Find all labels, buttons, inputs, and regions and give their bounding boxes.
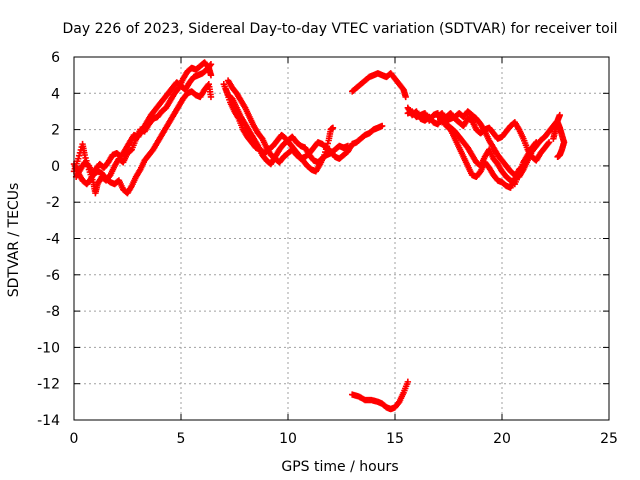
y-axis-label: SDTVAR / TECUs: [6, 183, 22, 298]
data-point: [207, 93, 215, 101]
data-point: [402, 93, 409, 101]
y-tick-label: 6: [51, 50, 60, 66]
data-point: [404, 378, 412, 386]
y-tick-label: 0: [51, 159, 60, 175]
data-point: [207, 61, 215, 68]
data-point: [344, 142, 352, 150]
plot-frame: [73, 56, 610, 421]
x-tick-label: 10: [279, 431, 297, 447]
y-tick-label: -12: [37, 377, 60, 393]
x-tick-label: 25: [600, 431, 618, 447]
x-tick-label: 20: [493, 431, 511, 447]
data-points: [70, 59, 568, 413]
y-tick-label: -8: [46, 304, 60, 320]
data-point: [207, 71, 215, 79]
x-tick-label: 15: [386, 431, 404, 447]
data-point: [554, 153, 561, 161]
y-tick-label: -14: [37, 413, 60, 429]
y-tick-label: -4: [46, 232, 60, 248]
data-point: [206, 62, 214, 69]
data-point: [556, 111, 563, 119]
data-point: [329, 124, 337, 131]
data-point: [545, 139, 553, 146]
y-tick-label: -10: [37, 340, 60, 356]
x-tick-label: 5: [177, 431, 186, 447]
x-axis-label: GPS time / hours: [281, 459, 398, 475]
axis-ticks: 0 5 10 15 20 25 -14 -12 -10 -8 -6 -4 -2 0 2 4 6: [37, 50, 618, 447]
y-tick-label: -2: [46, 195, 60, 211]
y-tick-label: -6: [46, 268, 60, 284]
data-point: [378, 122, 386, 130]
data-point: [532, 140, 539, 147]
data-point: [545, 140, 552, 147]
data-point: [533, 139, 540, 146]
x-tick-label: 0: [70, 431, 79, 447]
y-tick-label: 4: [51, 86, 60, 102]
y-tick-label: 2: [51, 123, 60, 139]
chart-title: Day 226 of 2023, Sidereal Day-to-day VTE…: [62, 21, 617, 37]
